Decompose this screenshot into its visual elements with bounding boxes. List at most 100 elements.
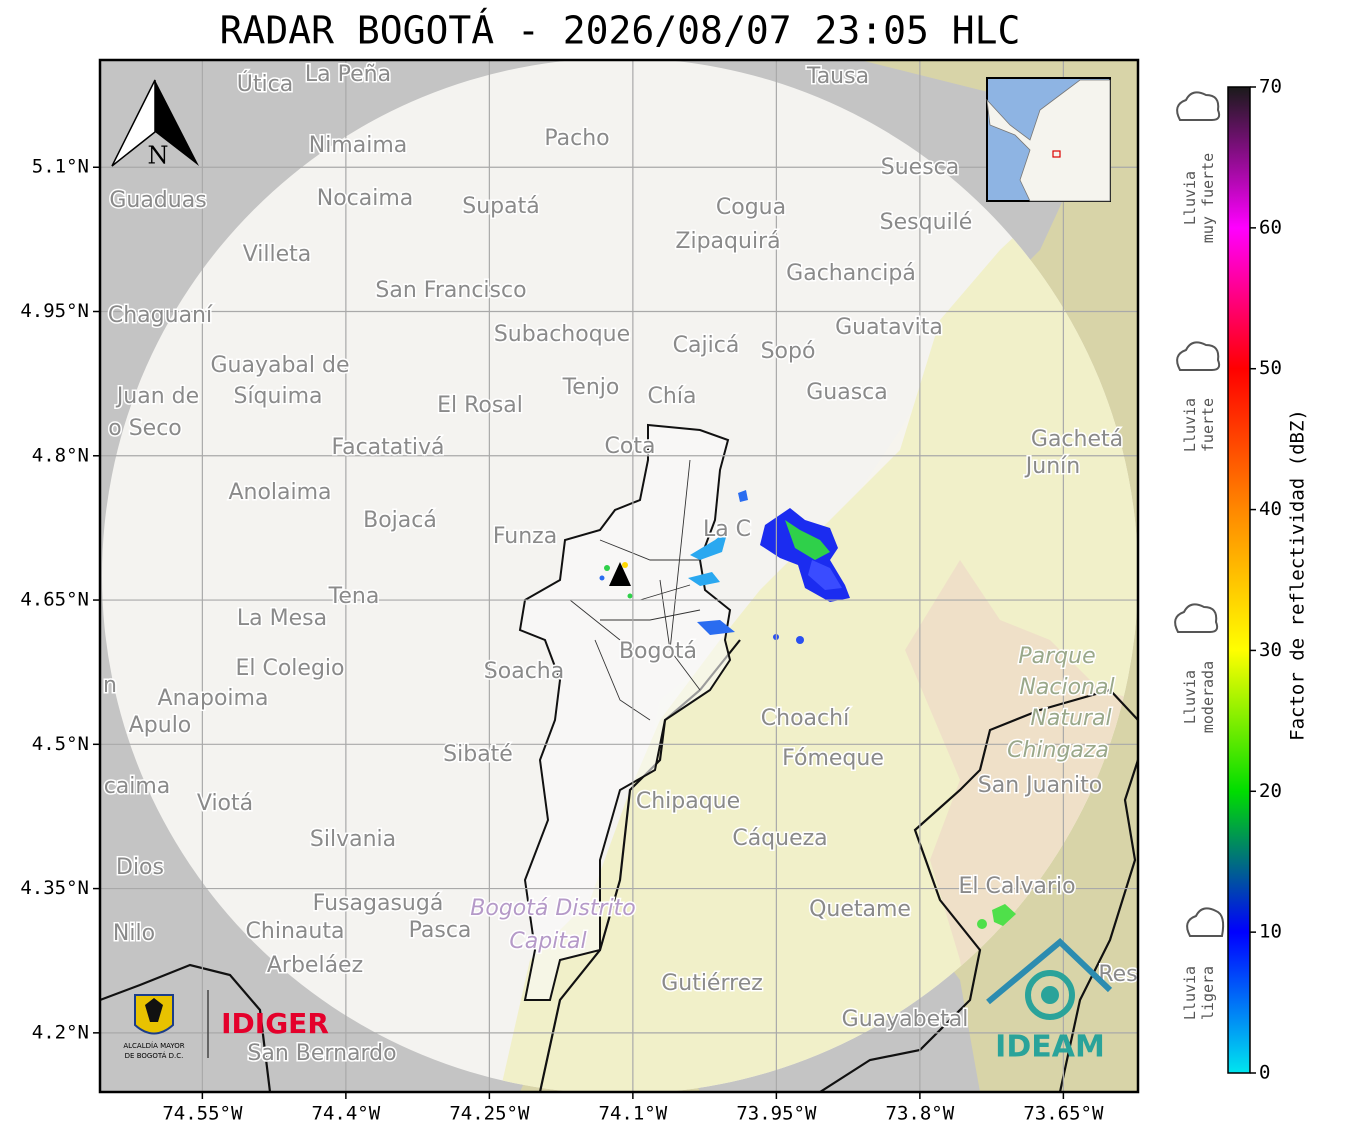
place-label: Gutiérrez [661, 971, 763, 996]
place-label: Síquima [233, 384, 322, 409]
colorbar-tick-label: 70 [1259, 76, 1282, 98]
boundary [100, 963, 272, 1092]
district-label: Capital [509, 929, 586, 954]
place-label: Guasca [806, 380, 888, 405]
place-label: Subachoque [494, 322, 630, 347]
place-label: Soacha [484, 659, 564, 684]
place-label: Tenjo [562, 375, 620, 400]
place-label: Tausa [806, 64, 869, 89]
y-tick-label: 4.2°N [32, 1021, 89, 1043]
place-label: Guayabetal [842, 1007, 969, 1032]
inset-map [986, 77, 1111, 202]
place-label: Nocaima [317, 186, 414, 211]
place-label: Cáqueza [732, 826, 827, 851]
grid [100, 60, 1138, 1092]
place-label: La Mesa [237, 606, 327, 631]
x-tick-label: 73.95°W [736, 1103, 817, 1125]
rain-label: moderada [1199, 661, 1217, 733]
place-label: El Rosal [437, 393, 523, 418]
place-label: Funza [493, 524, 557, 549]
place-label: Guatavita [835, 315, 943, 340]
x-tick-label: 73.65°W [1023, 1103, 1104, 1125]
place-label: Fómeque [782, 746, 884, 771]
place-label: Facatativá [331, 435, 444, 460]
x-tick-label: 73.8°W [886, 1103, 955, 1125]
place-label: La C [703, 517, 751, 542]
localities [569, 459, 701, 721]
place-label: Guaduas [109, 188, 206, 213]
place-label: Gachancipá [786, 261, 916, 286]
place-label: Junín [1024, 454, 1080, 479]
place-label: San Francisco [375, 278, 526, 303]
place-label: Bojacá [363, 508, 437, 533]
y-tick-label: 4.65°N [20, 589, 89, 611]
radar-echoes [599, 490, 1016, 929]
colorbar-tick-label: 0 [1259, 1062, 1270, 1084]
park-label: Nacional [1019, 675, 1114, 700]
place-label: Silvania [310, 827, 396, 852]
title: RADAR BOGOTÁ - 2026/08/07 23:05 HLC [220, 9, 1021, 53]
place-label: Anapoima [158, 686, 269, 711]
map-frame [98, 58, 1140, 1094]
ideam-logo: IDEAM [986, 937, 1113, 1065]
rain-label: Lluvia [1181, 966, 1199, 1020]
place-label: San Bernardo [247, 1041, 396, 1066]
north-label: N [148, 142, 169, 170]
rain-label: Lluvia [1181, 670, 1199, 724]
place-label: Arbeláez [267, 953, 363, 978]
place-label: Juan de [115, 384, 199, 409]
colorbar-tick-label: 40 [1259, 498, 1282, 520]
place-label: Chinauta [246, 919, 345, 944]
place-label: Fusagasugá [313, 891, 444, 916]
place-label: Zipaquirá [675, 229, 780, 254]
place-labels: La Peña Útica Tausa Pacho Nimaima Guaduas Noca… [102, 61, 1138, 1068]
place-label: Supatá [462, 194, 539, 219]
place-label: Choachí [761, 706, 850, 731]
x-tick-label: 74.1°W [599, 1103, 668, 1125]
logo-text: DE BOGOTÁ D.C. [125, 1051, 184, 1060]
district-label: Bogotá Distrito [470, 896, 635, 921]
colorbar-tick-label: 50 [1259, 357, 1282, 379]
place-label: Chía [648, 384, 697, 409]
alcaldia-logo: ALCALDÍA MAYOR DE BOGOTÁ D.C. IDIGER [123, 990, 329, 1060]
colorbar [1227, 86, 1251, 1074]
colorbar-tick-label: 30 [1259, 639, 1282, 661]
place-label: San Juanito [978, 773, 1102, 798]
place-label: Anolaima [228, 480, 331, 505]
place-label: Gachetá [1031, 427, 1123, 452]
y-tick-label: 4.35°N [20, 877, 89, 899]
place-label: caima [104, 774, 171, 799]
boundary [1058, 759, 1138, 1092]
place-label: Cajicá [673, 333, 740, 358]
map: La Peña Útica Tausa Pacho Nimaima Guaduas Noca… [100, 60, 1138, 1092]
ideam-text: IDEAM [995, 1030, 1105, 1065]
place-label: o Seco [108, 416, 182, 441]
rain-label: Lluvia [1181, 171, 1199, 225]
place-label: Pacho [544, 126, 609, 151]
radar-site [609, 562, 631, 586]
rain-icons [1174, 91, 1225, 937]
place-label: Nilo [113, 921, 155, 946]
place-label: Nimaima [309, 133, 408, 158]
place-label: Sibaté [443, 742, 513, 767]
logo-text: ALCALDÍA MAYOR [123, 1041, 184, 1050]
place-label: Apulo [129, 713, 192, 738]
place-label: Villeta [243, 242, 312, 267]
y-tick-label: 4.5°N [32, 733, 89, 755]
rain-label: Lluvia [1181, 398, 1199, 452]
park-label: Chingaza [1007, 738, 1109, 763]
colorbar-tick-label: 20 [1259, 780, 1282, 802]
place-label: Tena [328, 584, 380, 609]
y-tick-label: 4.8°N [32, 444, 89, 466]
place-label: Quetame [809, 897, 911, 922]
place-label: Viotá [197, 791, 253, 816]
y-tick-label: 5.1°N [32, 156, 89, 178]
rain-label: ligera [1199, 966, 1217, 1020]
place-label: Suesca [881, 155, 959, 180]
place-label: La Peña [305, 62, 391, 87]
north-arrow: N [111, 79, 199, 170]
x-tick-label: 74.4°W [312, 1103, 381, 1125]
colorbar-ticks: 0 10 20 30 40 50 60 70 [1250, 76, 1282, 1084]
park-label: Parque [1018, 644, 1095, 669]
x-tick-label: 74.25°W [449, 1103, 530, 1125]
